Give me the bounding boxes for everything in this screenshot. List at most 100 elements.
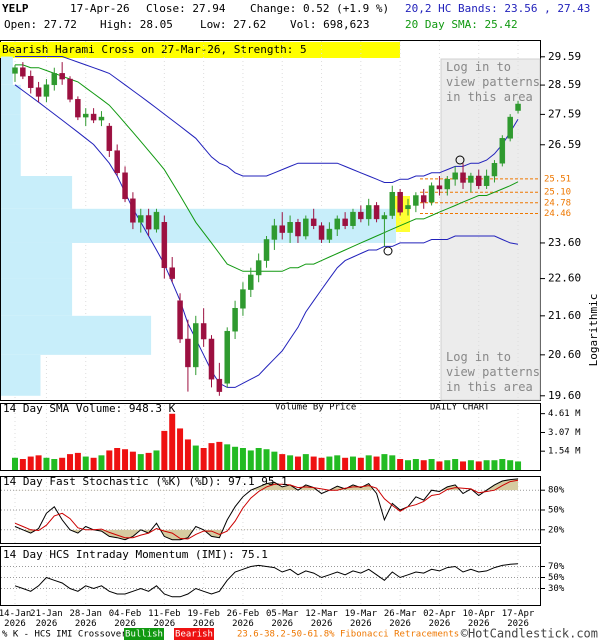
bullish-box — [124, 628, 164, 640]
volume-bar — [507, 460, 514, 470]
candle-body — [75, 99, 81, 118]
candle-body — [420, 195, 427, 203]
volume-bar — [122, 449, 129, 470]
volume-bar — [436, 461, 443, 470]
candle-body — [169, 267, 175, 279]
stochastic-shade — [250, 478, 519, 491]
x-tick-label: 14-Jan 2026 — [0, 609, 32, 629]
candle-body — [491, 162, 498, 177]
candle-body — [303, 218, 309, 237]
candle-body — [452, 172, 458, 180]
candle-body — [365, 205, 372, 220]
candle-body — [240, 289, 246, 309]
y-tick-label: 30% — [548, 584, 565, 594]
volume-bar — [35, 455, 42, 470]
x-tick-label: 19-Mar 2026 — [344, 609, 378, 629]
indicator-line — [14, 478, 519, 541]
candle-body — [389, 191, 396, 216]
fib-label: 25.10 — [544, 188, 571, 198]
volume-bar — [271, 451, 278, 470]
candle-body — [515, 103, 521, 111]
volume-bar — [310, 456, 317, 470]
candle-body — [82, 113, 89, 118]
candle-body — [153, 211, 160, 230]
volume-by-price-bar — [1, 144, 21, 176]
y-tick-label: 50% — [548, 573, 565, 583]
volume-bar — [114, 448, 121, 470]
pattern-note: Log in to view patterns in this area — [446, 60, 540, 104]
volume-by-price-bar — [1, 175, 73, 209]
volume-bar — [216, 441, 223, 470]
volume-bar — [302, 454, 309, 470]
volume-bar — [349, 456, 356, 470]
x-tick-label: 04-Feb 2026 — [108, 609, 142, 629]
y-tick-label: 26.59 — [548, 138, 581, 151]
volume-bar — [483, 460, 490, 470]
volume-bar — [51, 459, 58, 470]
volume-bar — [357, 457, 364, 470]
volume-bar — [153, 450, 160, 470]
credit: ©HotCandlestick.com — [461, 627, 598, 640]
volume-bar — [491, 460, 498, 470]
panel-title: 14 Day HCS Intraday Momentum (IMI): 75.1 — [3, 548, 268, 561]
volume-bar — [200, 448, 207, 470]
volume-bar — [475, 461, 482, 470]
candle-body — [287, 222, 293, 233]
candle-body — [161, 222, 168, 268]
y-tick-label: 27.59 — [548, 107, 581, 120]
candle-body — [358, 211, 364, 220]
candle-body — [20, 67, 26, 77]
candle-body — [397, 191, 403, 213]
volume-panel — [0, 403, 541, 471]
y-tick-label: 70% — [548, 562, 565, 572]
candle-body — [444, 178, 451, 190]
volume-by-price-bar — [1, 56, 13, 85]
y-tick-label: 21.60 — [548, 309, 581, 322]
volume-bar — [287, 455, 294, 470]
close: Close: 27.94 — [146, 2, 226, 15]
candle-body — [122, 172, 128, 200]
volume-bar — [342, 457, 349, 470]
volume-bar — [318, 457, 325, 470]
candle-body — [90, 113, 97, 121]
volume: Vol: 698,623 — [290, 18, 369, 31]
y-tick-label: 3.07 M — [548, 428, 581, 438]
x-tick-label: 12-Mar 2026 — [305, 609, 338, 629]
volume-bar — [279, 454, 286, 470]
candle-body — [428, 185, 435, 203]
candle-body — [326, 228, 333, 240]
volume-bar — [389, 455, 396, 470]
y-tick-label: 4.61 M — [548, 409, 581, 419]
candle-body — [216, 378, 223, 392]
volume-bar — [192, 445, 199, 470]
date: 17-Apr-26 — [70, 2, 130, 15]
panel-title: 14 Day Fast Stochastic (%K) (%D): 97.1 9… — [3, 475, 288, 488]
volume-bar — [106, 450, 113, 470]
x-tick-label: 26-Feb 2026 — [226, 609, 260, 629]
indicator-line — [14, 563, 519, 598]
volume-by-price-bar — [1, 278, 73, 316]
candle-body — [248, 274, 254, 290]
volume-bar — [499, 459, 506, 470]
panel-annotation: DAILY CHART — [430, 403, 490, 413]
momentum-panel — [0, 546, 541, 606]
y-tick-label: 80% — [548, 486, 565, 496]
candle-body — [405, 205, 411, 210]
x-tick-label: 21-Jan 2026 — [30, 609, 63, 629]
volume-bar — [326, 456, 333, 470]
candle-body — [185, 338, 191, 368]
bands-info: 20,2 HC Bands: 23.56 , 27.43 — [405, 2, 590, 15]
volume-bar — [444, 460, 451, 470]
candle-body — [318, 225, 325, 240]
candle-body — [224, 330, 230, 384]
x-tick-label: 11-Feb 2026 — [148, 609, 181, 629]
candle-body — [35, 87, 42, 97]
fib-label: 24.46 — [544, 209, 571, 219]
fib-label: 24.78 — [544, 198, 571, 208]
volume-bar — [43, 457, 50, 470]
candle-body — [310, 218, 317, 226]
volume-bar — [334, 455, 341, 470]
indicator-line — [15, 56, 519, 183]
pattern-marker — [455, 155, 465, 165]
candle-body — [468, 175, 474, 183]
